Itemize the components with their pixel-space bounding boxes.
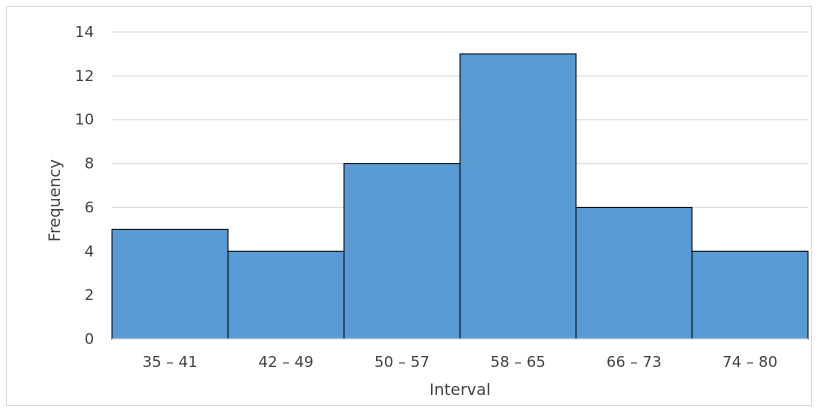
x-tick-label: 74 – 80 [722,353,777,371]
y-tick-label: 0 [84,330,94,348]
bar-6 [691,250,809,340]
y-tick-label: 2 [84,286,94,304]
bar-4 [459,53,577,340]
x-tick-label: 58 – 65 [490,353,545,371]
bar-5 [575,206,693,340]
x-axis-title: Interval [429,380,490,399]
y-axis-title: Frequency [45,159,64,242]
bar-3 [343,163,461,340]
x-tick-labels: 35 – 41 42 – 49 50 – 57 58 – 65 66 – 73 74 – … [142,353,777,371]
bars [111,53,809,340]
y-tick-label: 4 [84,242,94,260]
bar-2 [227,250,345,340]
y-tick-label: 6 [84,198,94,216]
x-tick-label: 66 – 73 [606,353,661,371]
y-tick-label: 14 [75,23,94,41]
y-tick-labels: 0 2 4 6 8 10 12 14 [75,23,94,348]
x-tick-label: 50 – 57 [374,353,429,371]
y-tick-label: 8 [84,155,94,173]
bar-1 [111,228,229,340]
y-tick-label: 12 [75,67,94,85]
x-tick-label: 35 – 41 [142,353,197,371]
y-tick-label: 10 [75,111,94,129]
x-tick-label: 42 – 49 [258,353,313,371]
